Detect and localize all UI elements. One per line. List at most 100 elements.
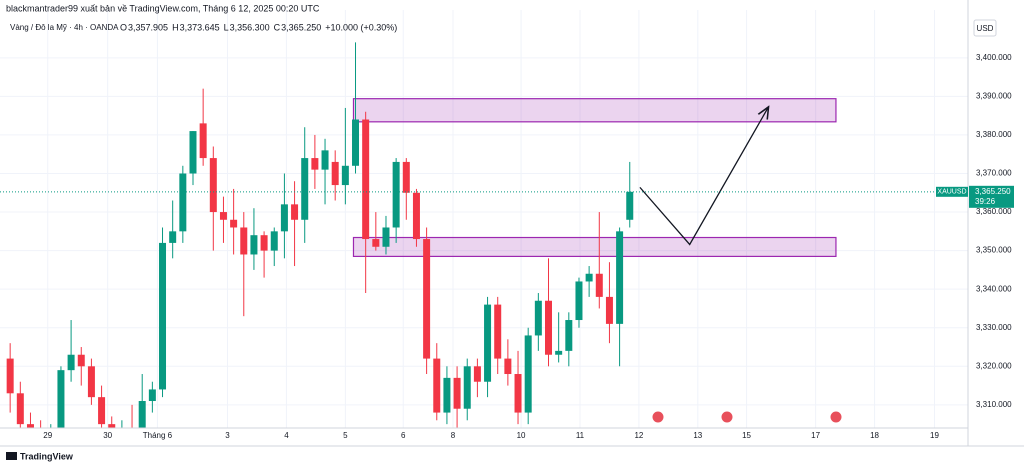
ohlc-o_label: O <box>120 22 127 32</box>
candle-body <box>148 389 156 402</box>
candle-body <box>67 354 75 371</box>
candle-body <box>616 231 624 324</box>
candle-body <box>291 204 299 220</box>
y-tick-label: 3,400.000 <box>976 53 1012 62</box>
ohlc-change: +10.000 (+0.30%) <box>325 22 397 32</box>
x-tick-label: 12 <box>634 431 643 440</box>
x-tick-label: 30 <box>103 431 112 440</box>
candle-body <box>331 161 339 186</box>
price-tag-value: 3,365.250 <box>975 187 1011 196</box>
candle-body <box>6 358 14 394</box>
candle-body <box>412 192 420 240</box>
candle-body <box>443 377 451 413</box>
candle-body <box>565 320 573 351</box>
candle-body <box>159 242 167 390</box>
candle-body <box>280 204 288 232</box>
ohlc-h: 3,373.645 <box>180 22 220 32</box>
candle-body <box>392 161 400 228</box>
candle-body <box>311 158 319 170</box>
y-tick-label: 3,330.000 <box>976 323 1012 332</box>
symbol-tag-text: XAUUSD <box>937 189 966 196</box>
candle-body <box>179 173 187 232</box>
x-tick-label: Tháng 6 <box>143 431 173 440</box>
candle-body <box>626 191 634 220</box>
candle-body <box>555 350 563 355</box>
candle-body <box>321 150 329 170</box>
candle-body <box>544 300 552 355</box>
x-tick-label: 3 <box>225 431 230 440</box>
candle-body <box>98 397 106 425</box>
y-tick-label: 3,350.000 <box>976 246 1012 255</box>
candle-body <box>230 219 238 228</box>
y-tick-label: 3,380.000 <box>976 130 1012 139</box>
candle-body <box>534 300 542 336</box>
candle-body <box>341 165 349 186</box>
candle-body <box>250 235 258 255</box>
y-tick-label: 3,370.000 <box>976 169 1012 178</box>
candle-body <box>260 235 268 251</box>
candle-body <box>473 366 481 382</box>
brand-logo <box>6 452 17 460</box>
x-tick-label: 8 <box>451 431 456 440</box>
candle-body <box>423 239 431 359</box>
x-tick-label: 6 <box>401 431 406 440</box>
candle-body <box>575 281 583 321</box>
ohlc-c_label: C <box>274 22 281 32</box>
x-tick-label: 17 <box>811 431 820 440</box>
price-tag <box>969 185 1014 208</box>
candle-body <box>524 335 532 413</box>
brand: TradingView <box>20 451 74 461</box>
candle-body <box>453 377 461 409</box>
currency[interactable]: USD <box>977 24 994 33</box>
candle-body <box>16 393 24 425</box>
candle-body <box>26 424 34 428</box>
candle-body <box>270 231 278 251</box>
candle-body <box>219 212 227 220</box>
ohlc-o: 3,357.905 <box>128 22 168 32</box>
x-tick-label: 29 <box>43 431 52 440</box>
ohlc-h_label: H <box>172 22 179 32</box>
y-tick-label: 3,320.000 <box>976 361 1012 370</box>
y-tick-label: 3,340.000 <box>976 284 1012 293</box>
currency-box[interactable] <box>973 19 997 37</box>
candle-body <box>301 158 309 220</box>
candle-body <box>494 304 502 359</box>
candle-body <box>484 304 492 382</box>
candle-body <box>402 161 410 193</box>
x-tick-label: 11 <box>576 431 585 440</box>
candle-body <box>209 158 217 213</box>
candle-body <box>108 424 116 428</box>
ohlc-l_label: L <box>224 22 229 32</box>
ohlc-c: 3,365.250 <box>281 22 321 32</box>
candle-body <box>57 370 65 428</box>
x-tick-label: 15 <box>742 431 751 440</box>
candle-body <box>240 227 248 255</box>
candle-body <box>595 273 603 297</box>
candle-body <box>77 354 85 367</box>
candle-body <box>605 296 613 324</box>
x-tick-label: 5 <box>343 431 348 440</box>
publisher: blackmantrader99 xuất bản về TradingView… <box>6 3 320 13</box>
zone <box>352 98 837 123</box>
candle-body <box>169 231 177 243</box>
candle-body <box>433 358 441 413</box>
x-tick-label: 19 <box>930 431 939 440</box>
candle-body <box>382 227 390 247</box>
price-tag-countdown: 39:26 <box>975 197 996 206</box>
event-icons <box>651 410 843 424</box>
candle-body <box>514 374 522 413</box>
symbol-tag <box>936 186 968 197</box>
ohlc-l: 3,356.300 <box>230 22 270 32</box>
y-tick-label: 3,310.000 <box>976 400 1012 409</box>
candle-body <box>129 428 136 436</box>
arrow <box>639 108 768 246</box>
x-tick-label: 18 <box>870 431 879 440</box>
candle-body <box>463 366 471 409</box>
symbol: Vàng / Đô la Mỹ · 4h · OANDA <box>10 23 119 32</box>
candle-body <box>352 119 360 166</box>
candle-body <box>138 401 146 428</box>
candle-body <box>87 366 95 398</box>
candle-body <box>199 123 207 159</box>
candle-body <box>118 428 125 443</box>
y-tick-label: 3,390.000 <box>976 91 1012 100</box>
